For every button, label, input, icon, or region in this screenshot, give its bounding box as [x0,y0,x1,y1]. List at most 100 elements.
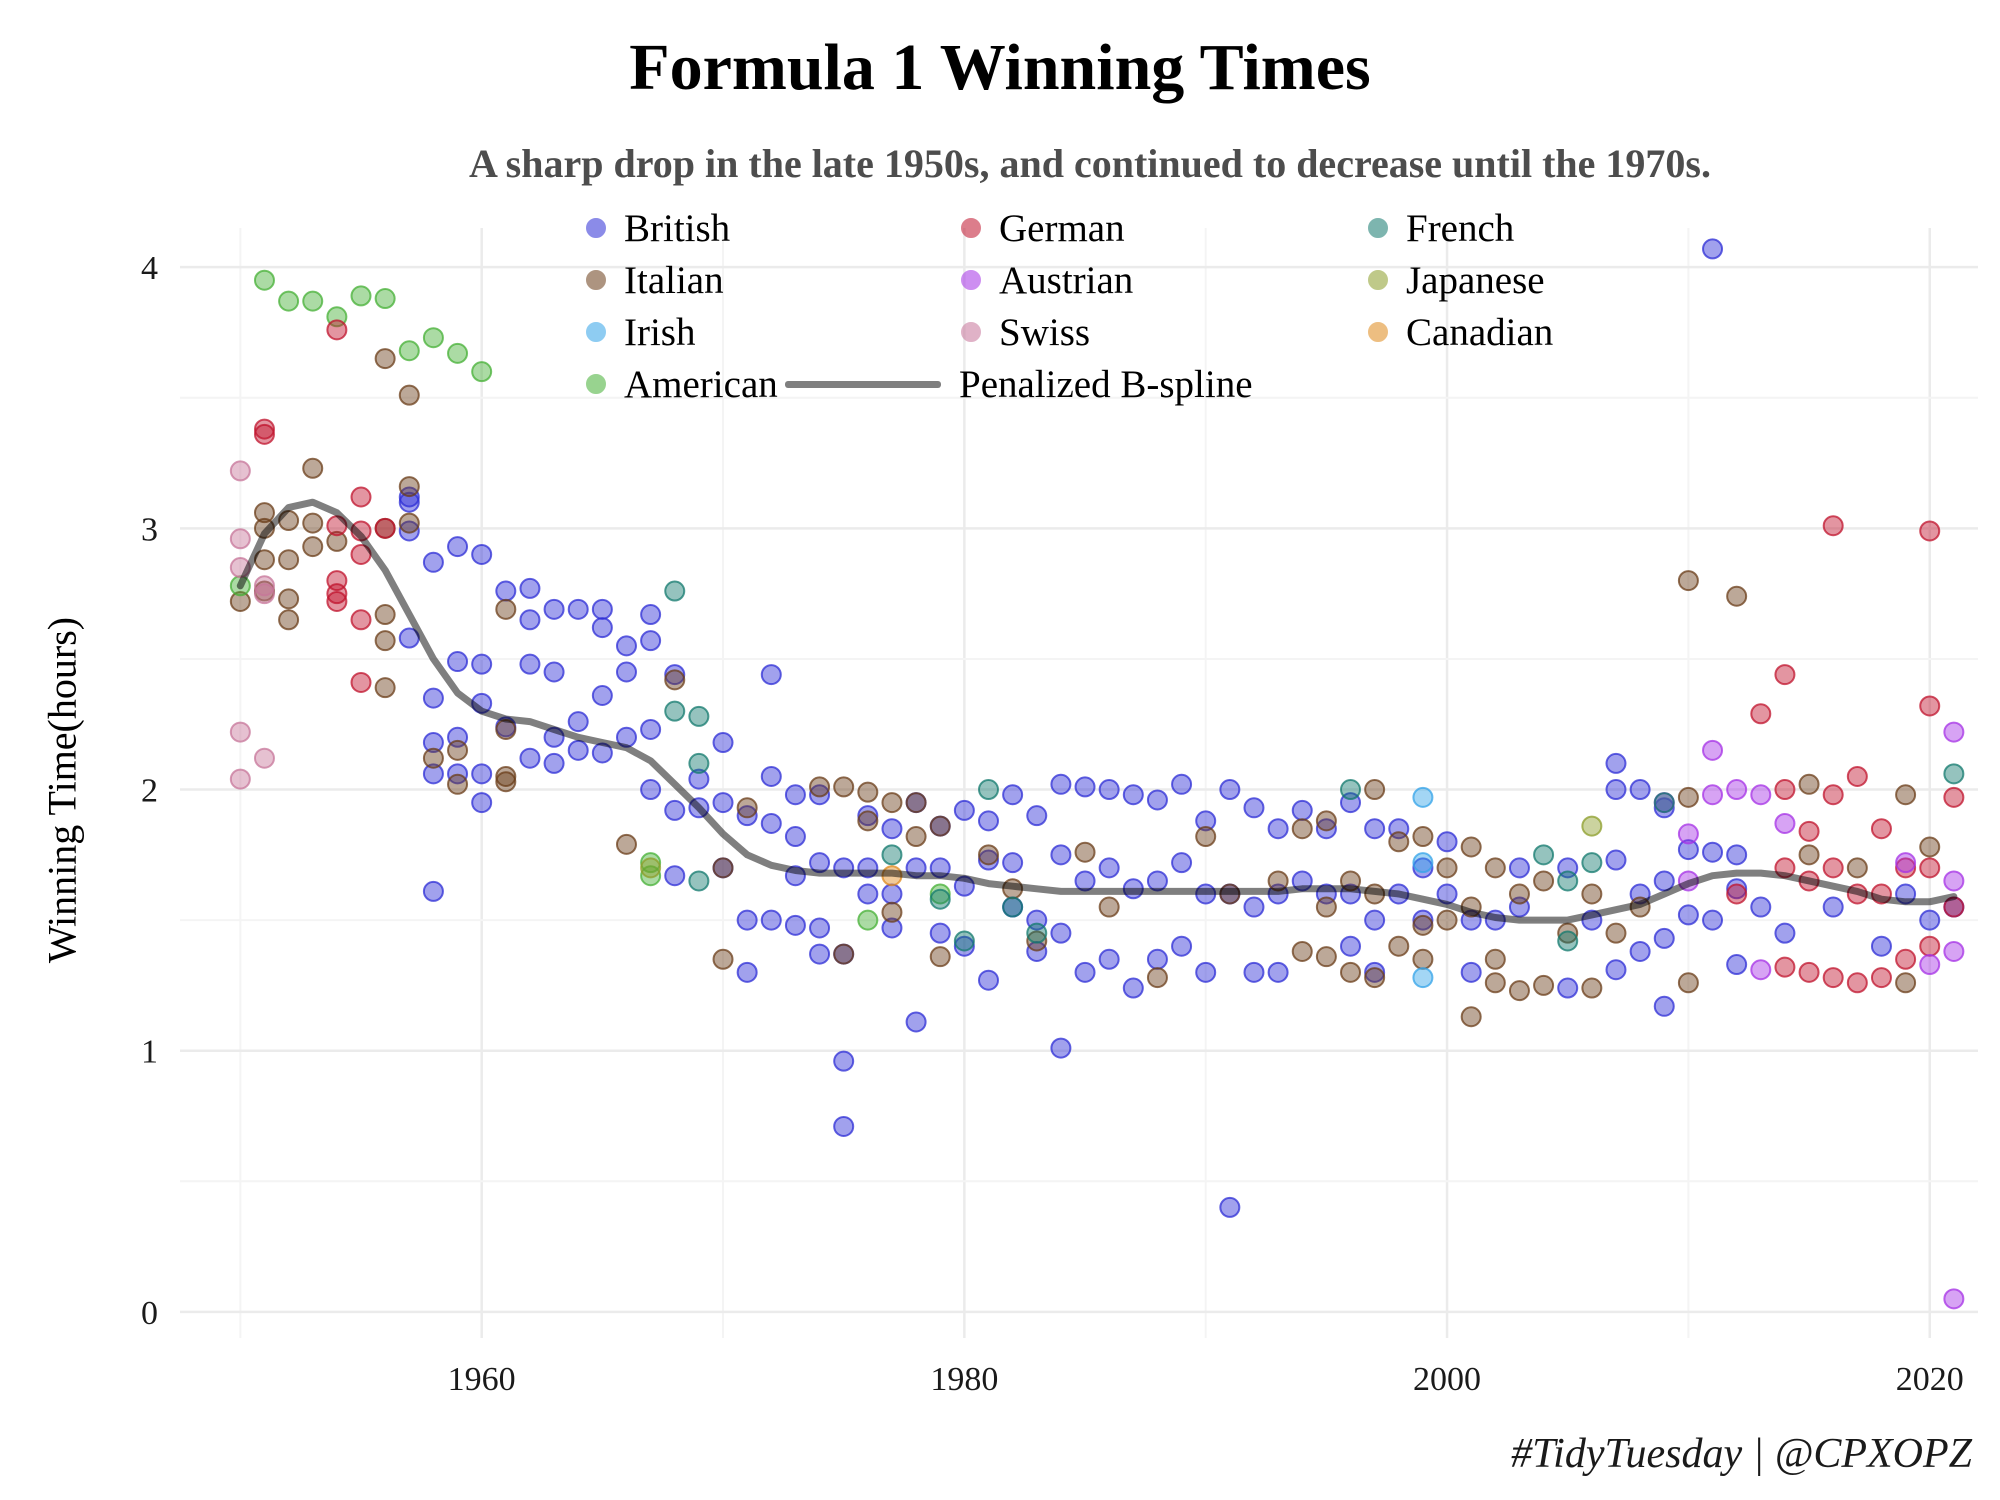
data-point [1774,664,1796,686]
data-point [977,779,999,801]
data-point [519,653,541,675]
data-point [1508,980,1530,1002]
data-point [1484,948,1506,970]
data-point [1291,818,1313,840]
data-point [712,792,734,814]
data-point [1702,784,1724,806]
data-point [1702,909,1724,931]
data-point [495,580,517,602]
x-tick-label: 2020 [1896,1361,1964,1398]
data-point [688,705,710,727]
data-point [1605,779,1627,801]
data-point [374,288,396,310]
data-point [1726,954,1748,976]
y-tick-label: 4 [141,250,158,287]
data-point [253,423,275,445]
legend-label: Austrian [999,258,1134,302]
legend-label: Penalized B-spline [959,362,1253,406]
data-point [784,784,806,806]
data-point [495,765,517,787]
data-point [664,664,686,686]
data-point [833,943,855,965]
spline-layer [236,498,1958,924]
data-point [1098,779,1120,801]
y-tick-label: 1 [141,1034,158,1071]
data-point [350,609,372,631]
data-point [278,290,300,312]
data-point [543,661,565,683]
data-point [1726,844,1748,866]
data-point [1629,779,1651,801]
data-point [1026,805,1048,827]
data-point [1677,904,1699,926]
data-point [1919,954,1941,976]
data-point [1919,857,1941,879]
data-point [1943,870,1965,892]
data-point [1581,883,1603,905]
series-austrian [1653,721,1965,1310]
data-point [398,491,420,513]
legend-item-italian: Italian [580,254,724,306]
data-point [1774,812,1796,834]
data-point [422,687,444,709]
data-point [229,721,251,743]
legend-item-german: German [955,202,1125,254]
data-point [1315,810,1337,832]
data-point [1677,839,1699,861]
data-point [664,700,686,722]
data-point [1870,818,1892,840]
data-point [929,946,951,968]
data-point [1943,940,1965,962]
data-point [1919,695,1941,717]
legend-label: German [999,206,1125,250]
data-point [1026,930,1048,952]
data-point [447,651,469,673]
data-point [760,664,782,686]
legend-dot-key [1368,218,1388,238]
series-german [253,319,1965,994]
data-point [1895,972,1917,994]
data-point [1943,763,1965,785]
data-point [1146,789,1168,811]
data-point [447,342,469,364]
data-point [1774,779,1796,801]
legend-item-french: French [1362,202,1514,254]
data-point [471,361,493,383]
data-point [1412,909,1434,931]
data-point [519,747,541,769]
data-point [278,549,300,571]
data-point [760,812,782,834]
data-point [1267,961,1289,983]
data-point [398,520,420,542]
data-point [1895,948,1917,970]
data-point [253,575,275,597]
data-point [519,577,541,599]
data-point [374,517,396,539]
data-point [615,833,637,855]
data-point [953,935,975,957]
data-point [398,512,420,534]
data-point [1750,784,1772,806]
data-point [302,512,324,534]
data-point [1243,896,1265,918]
data-point [1340,779,1362,801]
chart-subtitle: A sharp drop in the late 1950s, and cont… [469,141,1711,186]
data-point [688,752,710,774]
y-tick-label: 0 [141,1295,158,1332]
spline-line [236,498,1958,924]
data-point [398,340,420,362]
data-point [1267,818,1289,840]
legend-item-american: American [580,358,778,410]
data-point [1508,857,1530,879]
data-point [1412,948,1434,970]
data-point [253,583,275,605]
data-point [1919,520,1941,542]
data-point [567,711,589,733]
data-point [1412,826,1434,848]
y-tick-label: 3 [141,511,158,548]
x-tick-label: 1980 [930,1361,998,1398]
data-point [1315,946,1337,968]
data-point [591,617,613,639]
caption: #TidyTuesday | @CPXOPZ [1511,1431,1972,1477]
legend-dot-key [586,374,606,394]
